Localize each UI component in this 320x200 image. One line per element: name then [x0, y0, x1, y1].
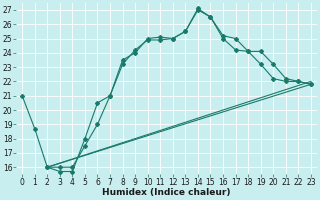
X-axis label: Humidex (Indice chaleur): Humidex (Indice chaleur)	[102, 188, 231, 197]
